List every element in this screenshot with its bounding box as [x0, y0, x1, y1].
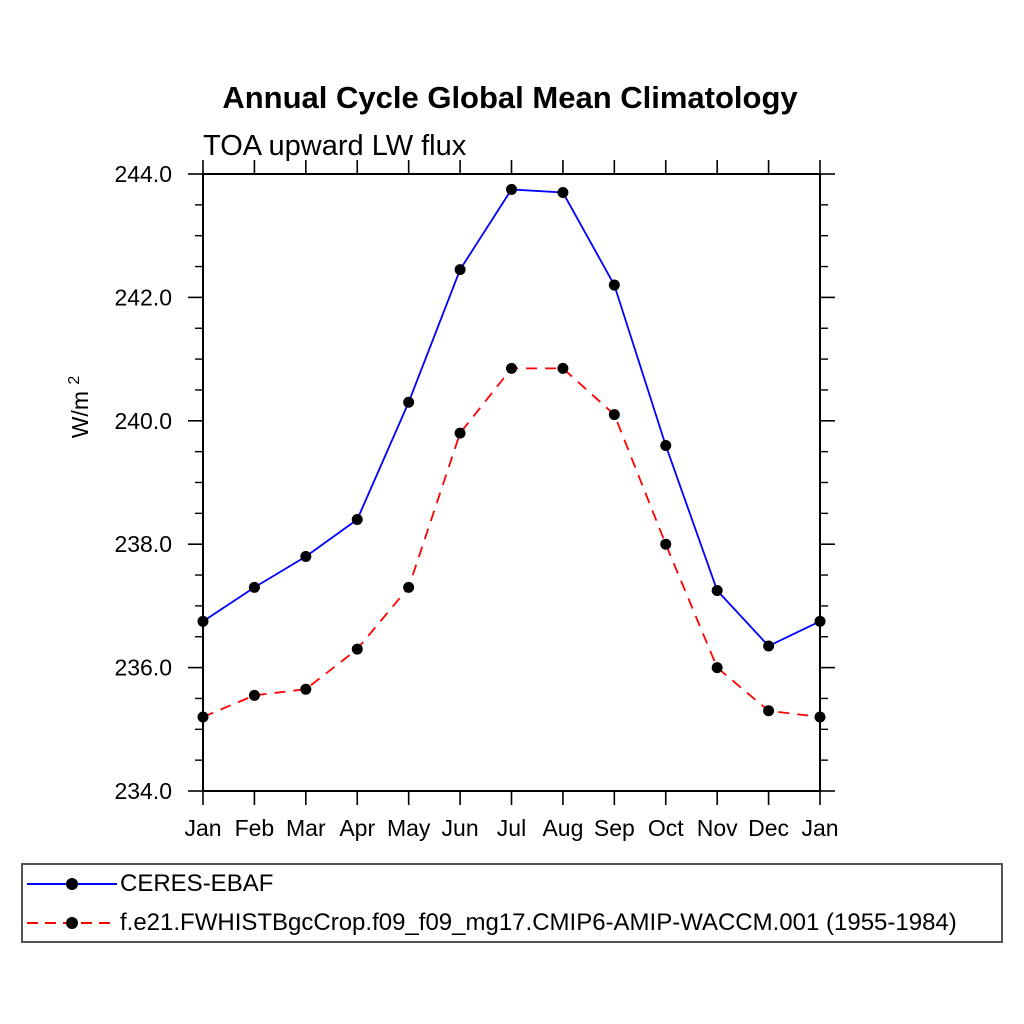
data-point-marker: [351, 643, 363, 655]
legend-sample-solid-line: [27, 877, 117, 890]
data-point-marker: [248, 689, 260, 701]
y-axis-label-base: W/m: [67, 391, 93, 438]
y-tick-label: 244.0: [114, 161, 172, 187]
data-point-marker: [454, 427, 466, 439]
chart-subtitle: TOA upward LW flux: [203, 130, 467, 162]
data-point-marker: [660, 538, 672, 550]
series-line-1: [202, 367, 821, 718]
data-point-marker: [557, 362, 569, 374]
x-tick-label: Nov: [697, 815, 738, 841]
data-point-marker: [711, 662, 723, 674]
x-tick-label: Mar: [286, 815, 326, 841]
data-point-marker: [814, 615, 826, 627]
legend-box: CERES-EBAF f.e21.FWHISTBgcCrop.f09_f09_m…: [21, 863, 1003, 943]
x-tick-label: Jul: [497, 815, 526, 841]
legend-label-model: f.e21.FWHISTBgcCrop.f09_f09_mg17.CMIP6-A…: [120, 908, 957, 936]
x-tick-label: Jan: [184, 815, 221, 841]
data-point-marker: [454, 264, 466, 276]
series-line-0: [202, 188, 821, 648]
x-tick-label: Jun: [442, 815, 479, 841]
data-point-marker: [403, 581, 415, 593]
legend-label-obs: CERES-EBAF: [120, 869, 274, 897]
x-tick-label: Dec: [748, 815, 789, 841]
data-point-marker: [763, 640, 775, 652]
chart-title: Annual Cycle Global Mean Climatology: [222, 80, 798, 115]
legend-sample-dashed-line: [27, 916, 117, 929]
plot-frame: [202, 173, 821, 792]
x-tick-label: Apr: [339, 815, 375, 841]
x-tick-label: Jan: [801, 815, 838, 841]
x-tick-label: Sep: [594, 815, 635, 841]
y-tick-label: 242.0: [114, 284, 172, 310]
y-tick-label: 238.0: [114, 531, 172, 557]
data-point-marker: [660, 439, 672, 451]
data-point-marker: [608, 409, 620, 421]
y-tick-label: 240.0: [114, 408, 172, 434]
data-point-marker: [197, 711, 209, 723]
data-point-marker: [506, 183, 517, 195]
x-tick-label: Oct: [648, 815, 684, 841]
data-point-marker: [814, 711, 826, 723]
y-axis-label-superscript: 2: [66, 376, 83, 385]
data-point-marker: [506, 362, 517, 374]
data-point-marker: [248, 581, 260, 593]
plot-area: Jan Feb Mar Apr May Jun Jul Aug Sep Oct Nov Dec Jan 2…: [114, 160, 839, 841]
x-tick-label: Feb: [235, 815, 275, 841]
data-point-marker: [711, 584, 723, 596]
y-tick-label: 234.0: [114, 778, 172, 804]
x-tick-label: Aug: [542, 815, 583, 841]
data-point-marker: [300, 551, 312, 563]
x-tick-label: May: [387, 815, 431, 841]
data-point-marker: [763, 705, 775, 717]
data-point-marker: [608, 279, 620, 291]
legend-item-model: f.e21.FWHISTBgcCrop.f09_f09_mg17.CMIP6-A…: [23, 906, 1001, 940]
legend-item-obs: CERES-EBAF: [23, 867, 1001, 901]
y-tick-label: 236.0: [114, 655, 172, 681]
data-point-marker: [557, 187, 569, 199]
y-axis-label: W/m 2: [66, 376, 93, 439]
data-point-marker: [300, 683, 312, 695]
data-point-marker: [403, 396, 415, 408]
data-point-marker: [197, 615, 209, 627]
data-point-marker: [351, 514, 363, 526]
